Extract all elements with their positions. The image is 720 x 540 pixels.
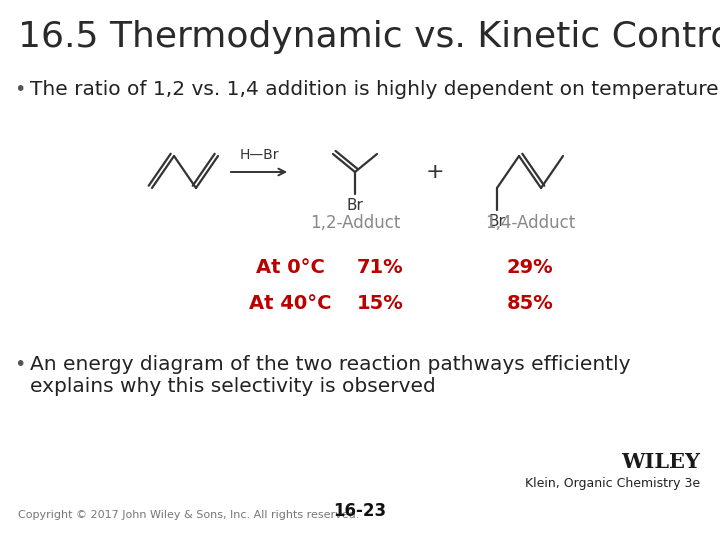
Text: At 40°C: At 40°C: [248, 294, 331, 313]
Text: 1,4-Adduct: 1,4-Adduct: [485, 214, 575, 232]
Text: 85%: 85%: [507, 294, 554, 313]
Text: WILEY: WILEY: [621, 452, 700, 472]
Text: •: •: [14, 355, 25, 374]
Text: At 0°C: At 0°C: [256, 258, 325, 277]
Text: Br: Br: [489, 214, 505, 229]
Text: Copyright © 2017 John Wiley & Sons, Inc. All rights reserved.: Copyright © 2017 John Wiley & Sons, Inc.…: [18, 510, 359, 520]
Text: 16-23: 16-23: [333, 502, 387, 520]
Text: Klein, Organic Chemistry 3e: Klein, Organic Chemistry 3e: [525, 477, 700, 490]
Text: 71%: 71%: [356, 258, 403, 277]
Text: Br: Br: [346, 198, 364, 213]
Text: The ratio of 1,2 vs. 1,4 addition is highly dependent on temperature: The ratio of 1,2 vs. 1,4 addition is hig…: [30, 80, 719, 99]
Text: explains why this selectivity is observed: explains why this selectivity is observe…: [30, 377, 436, 396]
Text: •: •: [14, 80, 25, 99]
Text: 1,2-Adduct: 1,2-Adduct: [310, 214, 400, 232]
Text: H—Br: H—Br: [239, 148, 279, 162]
Text: An energy diagram of the two reaction pathways efficiently: An energy diagram of the two reaction pa…: [30, 355, 631, 374]
Text: 16.5 Thermodynamic vs. Kinetic Control: 16.5 Thermodynamic vs. Kinetic Control: [18, 20, 720, 54]
Text: +: +: [426, 162, 444, 182]
Text: 29%: 29%: [507, 258, 553, 277]
Text: 15%: 15%: [356, 294, 403, 313]
